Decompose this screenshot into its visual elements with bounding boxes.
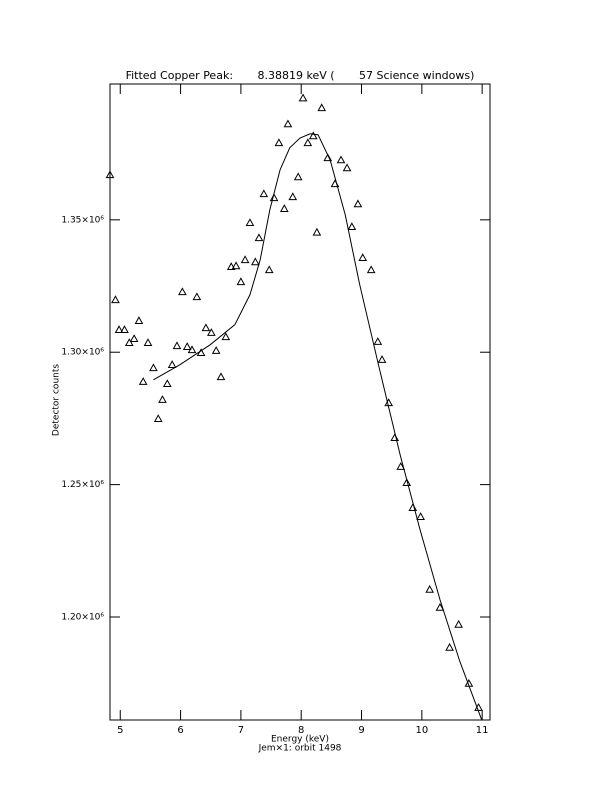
data-point (293, 172, 303, 181)
data-point (336, 155, 346, 164)
data-point (178, 287, 187, 296)
data-point (221, 332, 231, 341)
data-point (240, 255, 250, 264)
data-point (251, 257, 260, 266)
x-tick-label: 8 (298, 725, 304, 736)
data-point (279, 204, 289, 213)
y-axis-label: Detector counts (52, 364, 62, 436)
data-point (308, 131, 318, 140)
data-point (226, 262, 236, 270)
data-point (201, 323, 211, 332)
data-point (317, 103, 327, 112)
data-point (269, 193, 279, 202)
y-tick-label: 1.20×10⁶ (61, 613, 104, 623)
x-tick-label: 5 (117, 725, 123, 736)
data-point (416, 512, 425, 520)
data-point (192, 292, 202, 301)
data-point (172, 341, 182, 350)
data-point (259, 189, 269, 198)
chart-title: Fitted Copper Peak: 8.38819 keV ( 57 Sci… (126, 69, 475, 82)
data-point (454, 619, 463, 628)
data-point (298, 93, 308, 102)
data-point (111, 295, 120, 304)
data-point (162, 379, 172, 388)
data-point (211, 346, 221, 354)
x-axis-label: Energy (keV) (271, 735, 329, 745)
plot-frame (109, 83, 491, 721)
x-tick-label: 7 (238, 725, 244, 736)
data-point (187, 345, 197, 354)
data-point (245, 218, 255, 227)
data-point (283, 119, 293, 128)
x-tick-label: 9 (358, 725, 364, 736)
data-point (402, 478, 412, 487)
y-tick-label: 1.35×10⁶ (61, 215, 104, 225)
data-point (303, 138, 313, 147)
x-tick-label: 11 (476, 725, 489, 736)
data-point (264, 265, 274, 274)
data-point (366, 265, 376, 274)
data-point (153, 414, 163, 422)
data-point (274, 138, 284, 147)
data-point (134, 316, 144, 325)
data-point (149, 363, 158, 372)
data-point (377, 355, 387, 363)
data-point (138, 377, 148, 385)
data-point (124, 338, 134, 346)
data-point (216, 372, 226, 381)
data-point (167, 360, 177, 368)
data-point (435, 602, 445, 611)
data-point (347, 222, 357, 231)
data-point (143, 338, 153, 346)
data-point (236, 277, 246, 286)
data-point (254, 233, 264, 242)
data-point (158, 395, 167, 403)
data-point (358, 253, 368, 261)
data-point (120, 325, 129, 334)
data-point (445, 642, 454, 651)
data-point (231, 261, 241, 270)
data-point (425, 584, 435, 593)
data-point (288, 192, 298, 201)
y-tick-label: 1.25×10⁶ (61, 480, 104, 490)
x-tick-label: 6 (177, 725, 183, 736)
data-point (353, 199, 363, 208)
data-point (206, 328, 216, 336)
data-point (312, 227, 322, 236)
data-point (129, 334, 139, 343)
data-point (342, 163, 352, 172)
data-point (105, 170, 115, 179)
x-tick-label: 10 (415, 725, 428, 736)
data-point (396, 462, 406, 470)
data-point (182, 342, 192, 350)
data-point (373, 337, 383, 345)
subtitle: Jem×1: orbit 1498 (258, 744, 342, 754)
y-tick-label: 1.30×10⁶ (61, 348, 104, 358)
data-point (114, 325, 124, 334)
fit-line (153, 133, 483, 720)
